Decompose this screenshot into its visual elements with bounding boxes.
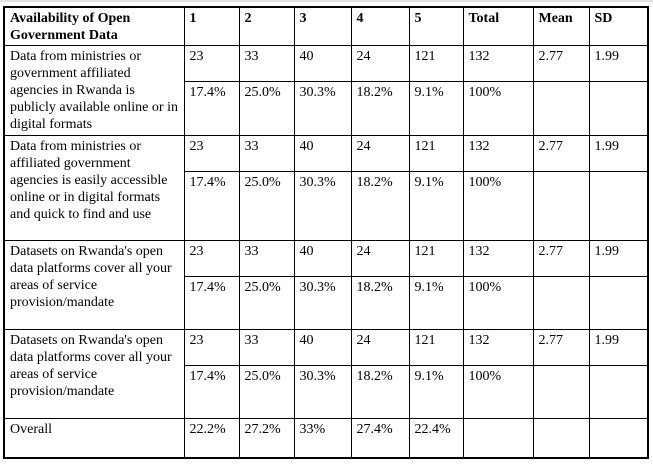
percent-cell: 25.0%	[238, 81, 295, 136]
statement-4-cell: Datasets on Rwanda's open data platforms…	[3, 329, 185, 419]
count-cell: 40	[293, 240, 352, 277]
overall-percent-cell: 22.2%	[183, 418, 240, 458]
count-cell: 121	[408, 135, 464, 172]
count-cell: 40	[293, 329, 352, 366]
availability-open-government-data-table: Availability of Open Government Data 1 2…	[3, 6, 649, 459]
statement-2-cell: Data from ministries or affiliated gover…	[3, 135, 185, 241]
percent-cell: 9.1%	[408, 171, 464, 241]
statement-1-percent-row: 17.4% 25.0% 30.3% 18.2% 9.1% 100%	[4, 81, 649, 136]
total-percent-cell: 100%	[462, 365, 534, 419]
count-cell: 23	[183, 135, 240, 172]
count-cell: 33	[238, 329, 295, 366]
statement-3-count-row: Datasets on Rwanda's open data platforms…	[3, 240, 649, 330]
table-header-row: Availability of Open Government Data 1 2…	[3, 6, 649, 46]
percent-cell: 25.0%	[238, 365, 295, 419]
percent-cell: 9.1%	[408, 81, 464, 136]
empty-cell	[588, 81, 649, 136]
count-cell: 24	[350, 240, 410, 277]
count-cell: 23	[183, 240, 240, 277]
count-cell: 40	[293, 45, 352, 82]
total-percent-cell: 100%	[462, 276, 534, 330]
percent-cell: 25.0%	[238, 171, 295, 241]
empty-cell	[532, 81, 590, 136]
total-count-cell: 132	[462, 329, 534, 366]
count-cell: 24	[350, 135, 410, 172]
header-scale-3: 3	[293, 6, 352, 46]
total-count-cell: 132	[462, 45, 534, 82]
percent-cell: 17.4%	[183, 276, 240, 330]
count-cell: 33	[238, 135, 295, 172]
empty-cell	[532, 418, 590, 458]
count-cell: 33	[238, 240, 295, 277]
empty-cell	[588, 276, 649, 330]
overall-percent-cell: 27.2%	[238, 418, 295, 458]
overall-percent-cell: 33%	[293, 418, 352, 458]
statement-2-count-row: Data from ministries or affiliated gover…	[3, 135, 649, 241]
header-sd: SD	[588, 6, 649, 46]
overall-percent-cell: 22.4%	[408, 418, 464, 458]
percent-cell: 30.3%	[293, 276, 352, 330]
percent-cell: 30.3%	[293, 81, 352, 136]
count-cell: 24	[350, 329, 410, 366]
statement-1-count-row: Data from ministries or government affil…	[3, 45, 649, 136]
empty-cell	[462, 418, 534, 458]
overall-row: Overall 22.2% 27.2% 33% 27.4% 22.4%	[3, 418, 649, 458]
percent-cell: 25.0%	[238, 276, 295, 330]
sd-cell: 1.99	[588, 329, 649, 366]
count-cell: 121	[408, 45, 464, 82]
header-total: Total	[462, 6, 534, 46]
empty-cell	[588, 418, 649, 458]
total-percent-cell: 100%	[462, 171, 534, 241]
percent-cell: 9.1%	[408, 276, 464, 330]
statement-4-count-row: Datasets on Rwanda's open data platforms…	[3, 329, 649, 419]
statement-3-cell: Datasets on Rwanda's open data platforms…	[3, 240, 185, 330]
overall-label-cell: Overall	[3, 418, 185, 458]
percent-cell: 18.2%	[350, 365, 410, 419]
percent-cell: 18.2%	[350, 171, 410, 241]
count-cell: 33	[238, 45, 295, 82]
empty-cell	[532, 171, 590, 241]
count-cell: 121	[408, 329, 464, 366]
header-scale-2: 2	[238, 6, 295, 46]
sd-cell: 1.99	[588, 135, 649, 172]
percent-cell: 17.4%	[183, 81, 240, 136]
mean-cell: 2.77	[532, 240, 590, 277]
statement-1-cell: Data from ministries or government affil…	[3, 45, 185, 136]
statement-2-percent-row: 17.4% 25.0% 30.3% 18.2% 9.1% 100%	[4, 171, 649, 241]
total-count-cell: 132	[462, 135, 534, 172]
empty-cell	[532, 276, 590, 330]
empty-cell	[588, 171, 649, 241]
count-cell: 23	[183, 329, 240, 366]
mean-cell: 2.77	[532, 329, 590, 366]
sd-cell: 1.99	[588, 45, 649, 82]
total-count-cell: 132	[462, 240, 534, 277]
percent-cell: 17.4%	[183, 365, 240, 419]
empty-cell	[588, 365, 649, 419]
count-cell: 121	[408, 240, 464, 277]
count-cell: 24	[350, 45, 410, 82]
count-cell: 40	[293, 135, 352, 172]
percent-cell: 17.4%	[183, 171, 240, 241]
statement-3-percent-row: 17.4% 25.0% 30.3% 18.2% 9.1% 100%	[4, 276, 649, 330]
percent-cell: 30.3%	[293, 171, 352, 241]
percent-cell: 30.3%	[293, 365, 352, 419]
percent-cell: 18.2%	[350, 276, 410, 330]
count-cell: 23	[183, 45, 240, 82]
header-scale-4: 4	[350, 6, 410, 46]
mean-cell: 2.77	[532, 45, 590, 82]
overall-percent-cell: 27.4%	[350, 418, 410, 458]
sd-cell: 1.99	[588, 240, 649, 277]
mean-cell: 2.77	[532, 135, 590, 172]
percent-cell: 18.2%	[350, 81, 410, 136]
header-mean: Mean	[532, 6, 590, 46]
header-scale-5: 5	[408, 6, 464, 46]
empty-cell	[532, 365, 590, 419]
screenshot-top-edge	[0, 0, 653, 2]
statement-4-percent-row: 17.4% 25.0% 30.3% 18.2% 9.1% 100%	[4, 365, 649, 419]
percent-cell: 9.1%	[408, 365, 464, 419]
total-percent-cell: 100%	[462, 81, 534, 136]
header-availability: Availability of Open Government Data	[3, 6, 185, 46]
header-scale-1: 1	[183, 6, 240, 46]
